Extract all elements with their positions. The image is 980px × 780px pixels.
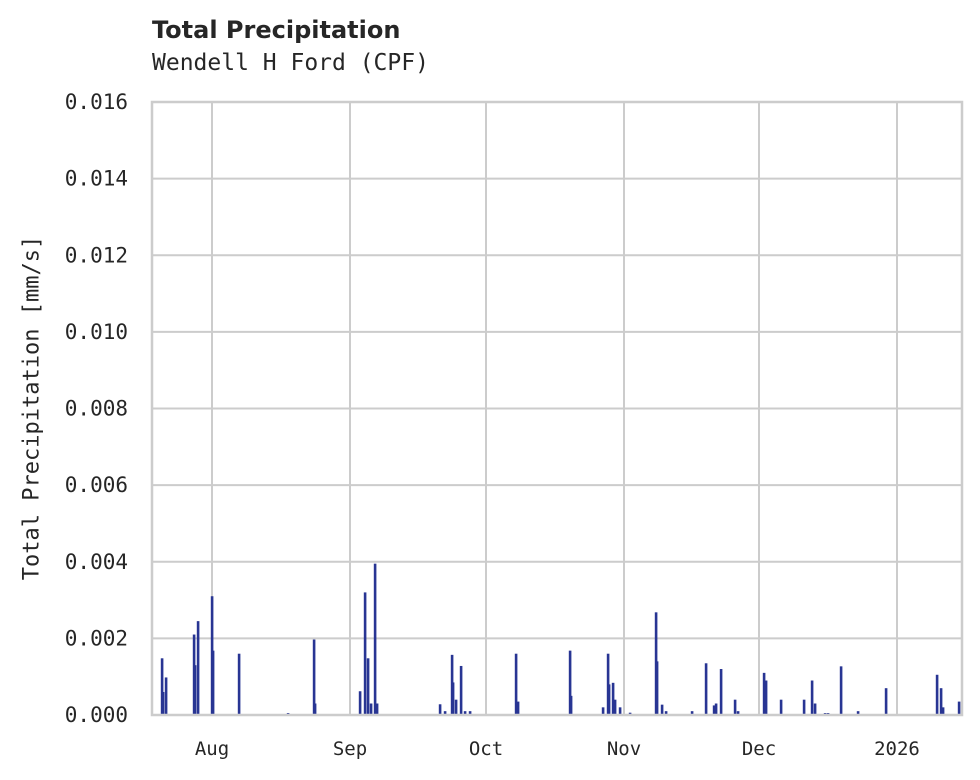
precip-bar bbox=[762, 672, 766, 715]
precip-bar bbox=[664, 711, 668, 715]
chart-subtitle: Wendell H Ford (CPF) bbox=[152, 50, 429, 76]
precip-bar bbox=[736, 711, 740, 715]
precip-bar bbox=[443, 711, 447, 715]
precip-bar bbox=[611, 682, 615, 715]
precip-bar bbox=[569, 695, 573, 715]
x-tick-label: Nov bbox=[607, 738, 641, 760]
precip-bar bbox=[211, 650, 215, 715]
chart-title: Total Precipitation bbox=[152, 16, 401, 44]
precip-bar bbox=[856, 711, 860, 715]
precip-bar bbox=[438, 704, 442, 715]
precip-bar bbox=[719, 669, 723, 715]
precip-bar bbox=[193, 665, 197, 715]
precip-bar bbox=[764, 680, 768, 715]
precip-bar bbox=[369, 703, 373, 715]
y-tick-label: 0.000 bbox=[65, 703, 128, 727]
precip-bar bbox=[568, 650, 572, 715]
precip-bar bbox=[312, 639, 316, 715]
precip-bar bbox=[613, 699, 617, 715]
x-tick-label: Sep bbox=[333, 738, 367, 760]
precip-bar bbox=[802, 699, 806, 715]
precip-bar bbox=[160, 658, 164, 715]
y-tick-label: 0.016 bbox=[65, 90, 128, 114]
x-tick-label: Dec bbox=[742, 738, 776, 760]
precip-bar bbox=[655, 661, 659, 715]
precip-bar bbox=[839, 666, 843, 715]
precip-bar bbox=[366, 658, 370, 715]
precip-bar bbox=[935, 674, 939, 715]
x-tick-label: Oct bbox=[469, 738, 503, 760]
precip-bar bbox=[690, 711, 694, 715]
precip-bar bbox=[454, 699, 458, 715]
precip-bar bbox=[704, 663, 708, 715]
precip-bar bbox=[884, 688, 888, 715]
y-tick-label: 0.014 bbox=[65, 167, 128, 191]
precip-bar bbox=[618, 707, 622, 715]
precip-bar bbox=[468, 711, 472, 715]
y-tick-label: 0.004 bbox=[65, 550, 128, 574]
precip-bar bbox=[463, 711, 467, 715]
precip-bar bbox=[660, 704, 664, 715]
precip-bar bbox=[237, 653, 241, 715]
precip-bar bbox=[813, 703, 817, 715]
precip-bar bbox=[779, 699, 783, 715]
precip-bar bbox=[607, 684, 611, 715]
y-tick-label: 0.006 bbox=[65, 473, 128, 497]
precip-bar bbox=[196, 621, 200, 715]
precip-bar bbox=[459, 665, 463, 715]
precip-bar bbox=[451, 682, 455, 715]
precip-bar bbox=[601, 707, 605, 715]
y-tick-label: 0.010 bbox=[65, 320, 128, 344]
precip-bar bbox=[939, 688, 943, 715]
precip-bar bbox=[375, 703, 379, 715]
precip-bar bbox=[941, 707, 945, 715]
precip-bar bbox=[161, 692, 165, 715]
precip-bar bbox=[313, 703, 317, 715]
precip-bar bbox=[810, 680, 814, 715]
precip-bar bbox=[733, 699, 737, 715]
x-tick-label: Aug bbox=[195, 738, 229, 760]
x-tick-label: 2026 bbox=[874, 738, 920, 760]
plot-frame bbox=[150, 100, 964, 717]
y-tick-label: 0.012 bbox=[65, 243, 128, 267]
precip-bar bbox=[712, 705, 716, 715]
y-tick-label: 0.002 bbox=[65, 626, 128, 650]
y-tick-label: 0.008 bbox=[65, 397, 128, 421]
precip-bar bbox=[957, 701, 961, 715]
precip-bar bbox=[514, 653, 518, 715]
precip-bar bbox=[373, 563, 377, 715]
precip-bar bbox=[714, 703, 718, 715]
precip-bar bbox=[164, 677, 168, 715]
precip-bar bbox=[516, 701, 520, 715]
precip-bar bbox=[358, 691, 362, 715]
precip-bar bbox=[363, 592, 367, 715]
